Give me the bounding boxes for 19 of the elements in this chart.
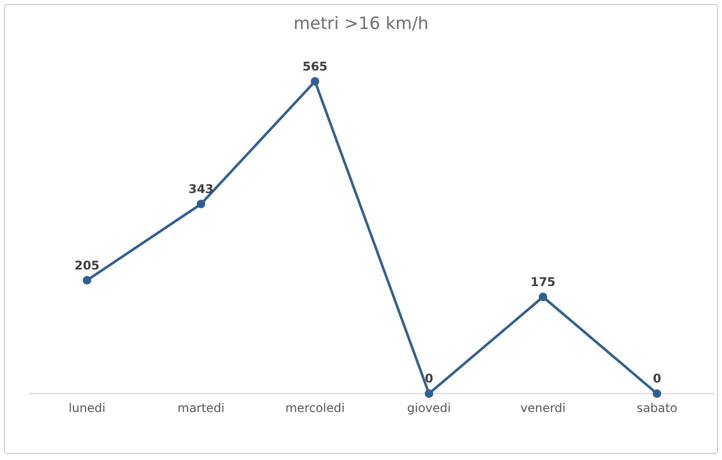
point [424, 389, 434, 398]
x-tick-label: giovedi [407, 400, 451, 415]
x-tick-label: martedi [177, 400, 225, 415]
data-label: 205 [74, 258, 100, 272]
point [538, 292, 548, 302]
data-label: 175 [530, 275, 556, 290]
data-label: 343 [188, 182, 214, 196]
point [196, 200, 206, 208]
data-label: 0 [652, 372, 662, 386]
chart-title: metri >16 km/h [292, 14, 430, 34]
x-tick-label: lunedi [68, 400, 106, 415]
x-tick-label: mercoledi [285, 400, 345, 415]
x-tick-label: sabato [636, 400, 678, 415]
data-label: 565 [302, 59, 328, 74]
data-label: 0 [424, 372, 434, 386]
point [310, 77, 320, 86]
point [82, 276, 92, 285]
point [652, 389, 662, 398]
x-tick-label: venerdi [520, 400, 566, 415]
